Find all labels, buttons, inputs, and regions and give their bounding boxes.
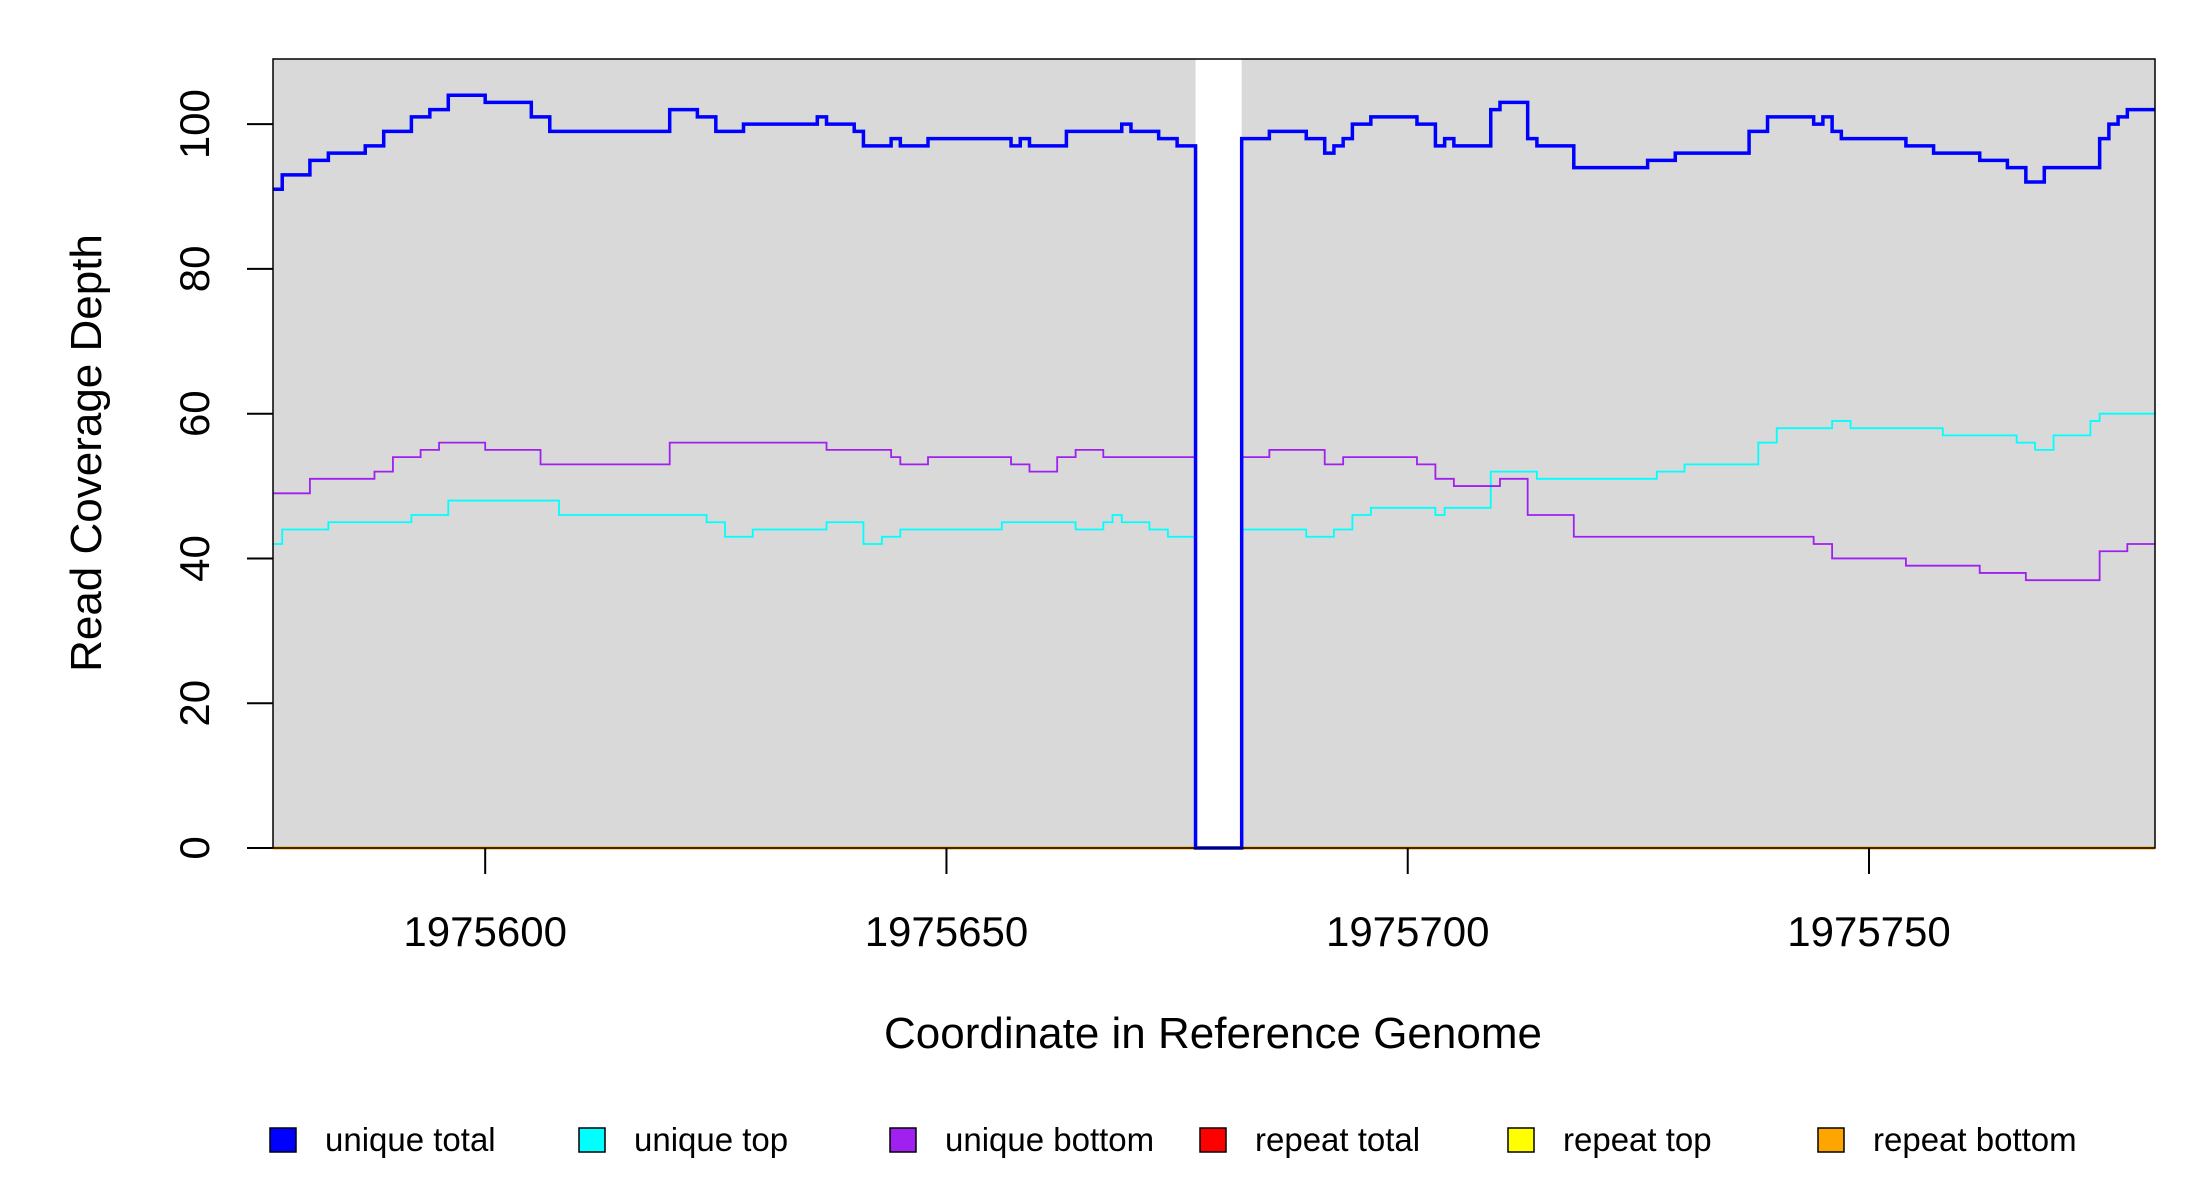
legend-swatch: [1199, 1127, 1227, 1153]
x-axis-title: Coordinate in Reference Genome: [884, 1009, 1542, 1058]
legend-item-unique-bottom: unique bottom: [889, 1121, 1154, 1158]
legend: unique total unique top unique bottom repea…: [269, 1121, 2077, 1158]
y-tick-label: 20: [171, 680, 218, 727]
legend-swatch: [578, 1127, 606, 1153]
legend-swatch: [269, 1127, 297, 1153]
legend-swatch: [1507, 1127, 1535, 1153]
legend-label: unique top: [634, 1121, 788, 1158]
legend-item-repeat-bottom: repeat bottom: [1817, 1121, 2077, 1158]
x-tick-label: 1975750: [1787, 908, 1951, 955]
y-tick-label: 60: [171, 390, 218, 437]
series-line-unique-total: [273, 93, 2155, 850]
gap-region: [1195, 59, 1242, 848]
y-tick-label: 100: [171, 89, 218, 159]
x-tick-label: 1975650: [865, 908, 1029, 955]
y-tick-label: 80: [171, 246, 218, 293]
legend-swatch: [889, 1127, 917, 1153]
axes-layer: 0 20 40 60 80 100 1975600 1975650 1975700 1975750: [171, 58, 2156, 955]
legend-item-repeat-total: repeat total: [1199, 1121, 1420, 1158]
legend-item-unique-total: unique total: [269, 1121, 496, 1158]
legend-label: repeat bottom: [1873, 1121, 2077, 1158]
legend-item-repeat-top: repeat top: [1507, 1121, 1712, 1158]
plot-area: [273, 59, 2155, 848]
legend-label: unique bottom: [945, 1121, 1154, 1158]
legend-item-unique-top: unique top: [578, 1121, 788, 1158]
legend-label: repeat total: [1255, 1121, 1420, 1158]
y-tick-label: 0: [171, 836, 218, 859]
y-tick-label: 40: [171, 535, 218, 582]
legend-label: unique total: [325, 1121, 496, 1158]
legend-swatch: [1817, 1127, 1845, 1153]
x-tick-label: 1975700: [1326, 908, 1490, 955]
plot-frame: [272, 58, 2156, 849]
y-axis-title: Read Coverage Depth: [62, 234, 111, 672]
x-tick-label: 1975600: [403, 908, 567, 955]
legend-label: repeat top: [1563, 1121, 1712, 1158]
